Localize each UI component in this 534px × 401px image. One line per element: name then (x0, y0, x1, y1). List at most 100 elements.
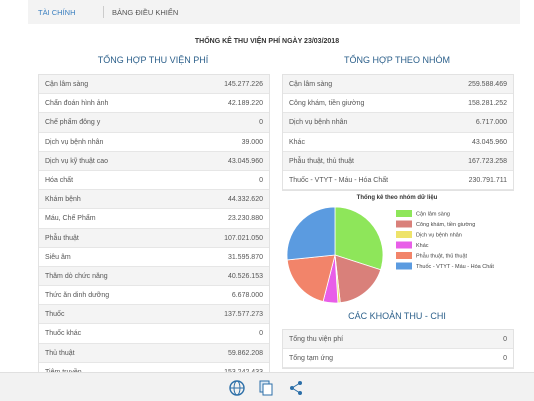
row-label: Thăm dò chức năng (45, 272, 108, 280)
breadcrumb-current: BẢNG ĐIỀU KHIỂN (112, 8, 179, 17)
row-label: Tổng tạm ứng (289, 355, 333, 363)
copy-icon[interactable] (257, 379, 275, 397)
row-label: Máu, Chế Phẩm (45, 215, 96, 223)
row-label: Cận lâm sàng (45, 81, 89, 88)
row-label: Công khám, tiền giường (289, 100, 365, 108)
row-value: 31.595.870 (227, 253, 263, 261)
page-title: THỐNG KÊ THU VIỆN PHÍ NGÀY 23/03/2018 (194, 38, 340, 45)
panel-title: CÁC KHOẢN THU - CHI (348, 311, 446, 321)
table-row: Thủ thuật 59.862.208 (39, 343, 269, 363)
row-label: Khác (289, 138, 305, 146)
table-row: Thuốc khác 0 (39, 324, 269, 344)
legend-label: Thuốc - VTYT - Máu - Hóa Chất (416, 264, 494, 270)
row-label: Thức ăn dinh dưỡng (45, 292, 110, 300)
table-row: Chế phẩm đông y 0 (39, 113, 269, 133)
row-value: 44.332.620 (227, 196, 263, 204)
row-value: 0 (503, 355, 507, 363)
row-value: 0 (259, 119, 263, 127)
breadcrumb: TÀI CHÍNH BẢNG ĐIỀU KHIỂN (28, 0, 520, 24)
row-value: 158.281.252 (468, 100, 507, 108)
panel-title: TỔNG HỢP THEO NHÓM (344, 55, 450, 65)
toolbar (0, 372, 534, 401)
row-label: Hóa chất (45, 176, 74, 184)
row-label: Dịch vụ kỹ thuật cao (45, 157, 109, 165)
legend-swatch (396, 210, 412, 217)
legend-label: Cận lâm sàng (416, 212, 450, 218)
row-value: 167.723.258 (468, 157, 507, 165)
legend-label: Dịch vụ bệnh nhân (416, 233, 462, 239)
table-row: Dịch vụ kỹ thuật cao 43.045.960 (39, 151, 269, 171)
row-label: Siêu âm (45, 253, 71, 261)
row-label: Khám bệnh (45, 196, 81, 204)
row-value: 107.021.050 (224, 234, 263, 242)
table-row: Tổng tạm ứng 0 (283, 349, 513, 369)
table-row: Cận lâm sàng 259.588.469 (283, 75, 513, 95)
row-value: 40.526.153 (227, 272, 263, 280)
legend-label: Khác (416, 243, 429, 249)
pie-slice (334, 254, 382, 304)
legend-swatch (396, 220, 412, 228)
table-row: Khám bệnh 44.332.620 (39, 190, 269, 210)
table-row: Phẫu thuật 107.021.050 (39, 228, 269, 248)
row-value: 43.045.960 (227, 157, 263, 165)
fee-table: Cận lâm sàng 145.277.226 Chẩn đoán hình ản… (38, 74, 270, 383)
row-label: Tổng thu viện phí (289, 336, 344, 343)
pie-slice (286, 254, 336, 302)
row-label: Chế phẩm đông y (45, 119, 101, 127)
breadcrumb-link[interactable]: TÀI CHÍNH (38, 8, 76, 17)
table-row: Dịch vụ bệnh nhân 6.717.000 (283, 113, 513, 133)
row-label: Dịch vụ bệnh nhân (289, 119, 348, 127)
pie-chart: Thống kê theo nhóm dữ liệu Cận lâm sàng C… (286, 194, 494, 304)
table-row: Công khám, tiền giường 158.281.252 (283, 94, 513, 114)
row-label: Phẫu thuật, thủ thuật (289, 157, 354, 165)
table-row: Chẩn đoán hình ảnh 42.189.220 (39, 94, 269, 114)
row-value: 59.862.208 (227, 349, 263, 357)
table-row: Máu, Chế Phẩm 23.230.880 (39, 209, 269, 229)
globe-icon[interactable] (228, 379, 246, 397)
row-label: Dịch vụ bệnh nhân (45, 138, 104, 146)
row-value: 6.678.000 (231, 292, 263, 300)
row-value: 0 (259, 330, 263, 338)
table-row: Khác 43.045.960 (283, 133, 513, 152)
pie-slice (286, 206, 336, 261)
row-label: Phẫu thuật (45, 234, 79, 242)
legend-swatch (396, 262, 412, 270)
table-row: Thuốc - VTYT - Máu - Hóa Chất 230.791.711 (283, 171, 513, 191)
share-icon[interactable] (287, 379, 305, 397)
row-label: Chẩn đoán hình ảnh (45, 100, 109, 108)
row-value: 230.791.711 (468, 176, 507, 184)
panel-title: TỔNG HỢP THU VIỆN PHÍ (97, 55, 209, 65)
table-row: Thức ăn dinh dưỡng 6.678.000 (39, 286, 269, 306)
row-value: 42.189.220 (227, 100, 263, 108)
legend-label: Phẫu thuật, thủ thuật (416, 253, 468, 260)
table-row: Thăm dò chức năng 40.526.153 (39, 266, 269, 287)
table-row: Tổng thu viện phí 0 (283, 330, 513, 350)
table-row: Siêu âm 31.595.870 (39, 248, 269, 267)
row-value: 0 (259, 176, 263, 184)
row-value: 137.577.273 (224, 311, 263, 319)
row-label: Thuốc khác (45, 330, 82, 338)
group-table: Cận lâm sàng 259.588.469 Công khám, tiền g… (282, 74, 514, 192)
legend-swatch (396, 241, 412, 249)
row-value: 6.717.000 (475, 119, 507, 127)
row-value: 0 (503, 336, 507, 343)
row-label: Thủ thuật (45, 349, 75, 357)
legend-swatch (396, 252, 412, 259)
row-label: Cận lâm sàng (289, 81, 333, 88)
separator (103, 6, 104, 18)
income-table: Tổng thu viện phí 0 Tổng tạm ứng 0 (282, 329, 514, 370)
row-value: 43.045.960 (471, 138, 507, 146)
row-label: Thuốc (45, 311, 65, 319)
row-value: 39.000 (241, 138, 263, 146)
table-row: Thuốc 137.577.273 (39, 305, 269, 325)
table-row: Dịch vụ bệnh nhân 39.000 (39, 133, 269, 152)
row-label: Thuốc - VTYT - Máu - Hóa Chất (289, 176, 389, 184)
chart-title: Thống kê theo nhóm dữ liệu (357, 194, 438, 201)
table-row: Cận lâm sàng 145.277.226 (39, 75, 269, 95)
row-value: 259.588.469 (468, 81, 507, 88)
row-value: 145.277.226 (224, 81, 263, 88)
table-row: Phẫu thuật, thủ thuật 167.723.258 (283, 151, 513, 171)
legend-swatch (396, 231, 412, 238)
table-row: Hóa chất 0 (39, 171, 269, 191)
